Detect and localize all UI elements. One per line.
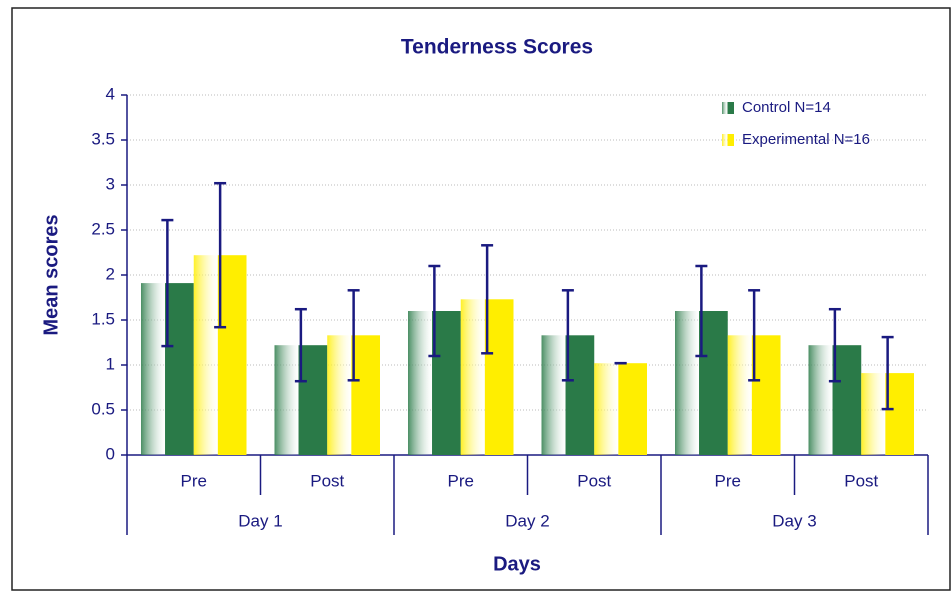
group-label: Day 1 [238,511,282,530]
x-tick-label: Pre [181,471,207,490]
y-axis-title: Mean scores [40,214,62,335]
x-tick-label: Pre [715,471,741,490]
legend-label: Experimental N=16 [742,131,870,148]
y-tick-label: 4 [106,84,115,103]
error-bar [481,244,494,355]
y-tick-label: 3 [106,174,115,193]
error-bar [748,289,761,382]
legend-swatch [722,102,734,114]
error-bar [561,289,574,382]
x-tick-label: Post [844,471,878,490]
x-tick-label: Pre [448,471,474,490]
y-tick-label: 3.5 [91,129,115,148]
x-tick-label: Post [577,471,611,490]
error-bar [294,307,307,383]
y-tick-label: 0.5 [91,399,115,418]
error-bar [828,307,841,383]
error-bar [428,264,441,358]
error-bar [695,264,708,358]
x-axis-title: Days [493,553,541,575]
legend-swatch [722,134,734,146]
error-bar [881,335,894,411]
bar [594,363,647,455]
group-label: Day 3 [772,511,816,530]
y-tick-label: 1.5 [91,309,115,328]
y-tick-label: 2 [106,264,115,283]
error-bar [161,218,174,348]
y-tick-label: 0 [106,444,115,463]
legend-label: Control N=14 [742,99,831,116]
group-label: Day 2 [505,511,549,530]
error-bar [347,289,360,382]
x-tick-label: Post [310,471,344,490]
y-tick-label: 1 [106,354,115,373]
chart-title: Tenderness Scores [401,36,593,59]
error-bar [214,181,227,329]
y-tick-label: 2.5 [91,219,115,238]
